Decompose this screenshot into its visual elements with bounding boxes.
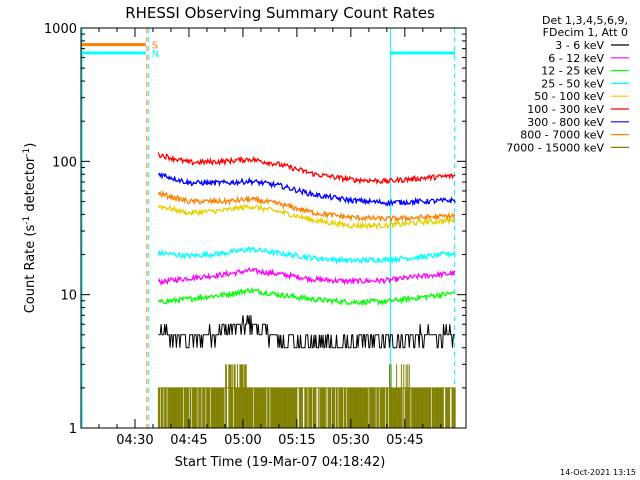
y-tick-label: 10 — [60, 289, 77, 304]
x-tick-label: 05:30 — [332, 433, 369, 448]
chart-title: RHESSI Observing Summary Count Rates — [125, 4, 435, 22]
series-7000-15000-kev — [157, 364, 456, 428]
footer-timestamp: 14-Oct-2021 13:15 — [560, 468, 636, 477]
x-tick-label: 05:15 — [278, 433, 315, 448]
legend-header-1: Det 1,3,4,5,6,9, — [542, 14, 628, 27]
legend-label-800-7000-kev: 800 - 7000 keV — [520, 129, 604, 142]
y-tick-label: 1000 — [44, 22, 77, 37]
series-300-800-kev-trace — [157, 171, 456, 207]
series-6-12-kev-trace — [157, 267, 456, 287]
x-tick-label: 05:00 — [224, 433, 261, 448]
y-axis-label: Count Rate (s-1 detector-1) — [22, 143, 38, 314]
y-tick-label: 1 — [69, 422, 77, 437]
x-tick-label: 04:45 — [170, 433, 207, 448]
legend-label-12-25-kev: 12 - 25 keV — [541, 65, 604, 78]
x-tick-label: 05:45 — [386, 433, 423, 448]
series-3-6-kev-trace — [158, 315, 456, 349]
plot-frame — [80, 27, 467, 429]
legend-label-100-300-kev: 100 - 300 keV — [527, 103, 604, 116]
legend-header-2: FDecim 1, Att 0 — [543, 26, 628, 39]
series-800-7000-kev-trace — [157, 189, 456, 223]
x-tick-label: 04:30 — [116, 433, 153, 448]
series-12-25-kev-trace — [157, 286, 456, 307]
series-100-300-kev-trace — [157, 152, 456, 186]
series-25-50-kev-trace — [157, 245, 456, 265]
legend-label-300-800-kev: 300 - 800 keV — [527, 116, 604, 129]
legend-label-7000-15000-kev: 7000 - 15000 keV — [506, 141, 604, 154]
plot-area: SN 1 10 100 1000 04:30 04:45 05:00 05:15 05:30 05:… — [44, 22, 467, 448]
state-label-s: S — [152, 41, 158, 52]
x-axis-label: Start Time (19-Mar-07 04:18:42) — [175, 455, 386, 470]
legend-label-25-50-kev: 25 - 50 keV — [541, 77, 604, 90]
legend-label-50-100-kev: 50 - 100 keV — [534, 90, 604, 103]
legend-label-3-6-kev: 3 - 6 keV — [555, 39, 604, 52]
state-label-n: N — [152, 49, 159, 60]
legend-label-6-12-kev: 6 - 12 keV — [548, 52, 604, 65]
legend: Det 1,3,4,5,6,9,FDecim 1, Att 03 - 6 keV… — [506, 14, 629, 154]
y-tick-label: 100 — [52, 155, 77, 170]
